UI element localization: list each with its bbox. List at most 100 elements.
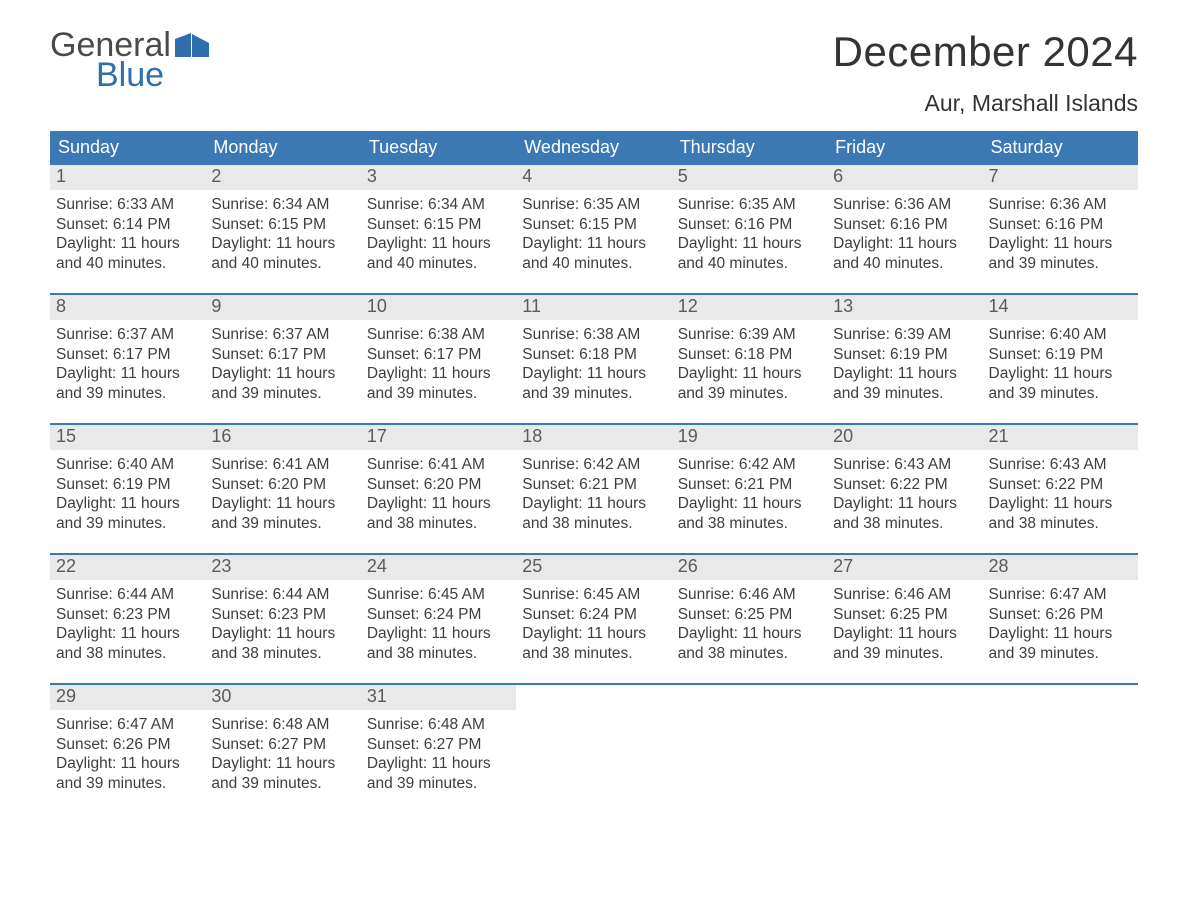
day-number: 11 <box>516 295 671 320</box>
day-sunrise: Sunrise: 6:40 AM <box>989 325 1132 345</box>
day-cell: 11Sunrise: 6:38 AMSunset: 6:18 PMDayligh… <box>516 295 671 423</box>
day-cell <box>516 685 671 813</box>
day-day2: and 39 minutes. <box>367 384 510 404</box>
day-number: 2 <box>205 165 360 190</box>
day-sunrise: Sunrise: 6:44 AM <box>56 585 199 605</box>
day-number: 28 <box>983 555 1138 580</box>
day-details: Sunrise: 6:36 AMSunset: 6:16 PMDaylight:… <box>827 190 982 274</box>
day-details: Sunrise: 6:46 AMSunset: 6:25 PMDaylight:… <box>827 580 982 664</box>
day-details: Sunrise: 6:37 AMSunset: 6:17 PMDaylight:… <box>50 320 205 404</box>
day-number: 27 <box>827 555 982 580</box>
day-details: Sunrise: 6:36 AMSunset: 6:16 PMDaylight:… <box>983 190 1138 274</box>
day-cell: 18Sunrise: 6:42 AMSunset: 6:21 PMDayligh… <box>516 425 671 553</box>
day-cell <box>983 685 1138 813</box>
day-day1: Daylight: 11 hours <box>522 364 665 384</box>
day-cell: 14Sunrise: 6:40 AMSunset: 6:19 PMDayligh… <box>983 295 1138 423</box>
day-number: 22 <box>50 555 205 580</box>
day-sunset: Sunset: 6:25 PM <box>678 605 821 625</box>
day-day1: Daylight: 11 hours <box>833 494 976 514</box>
day-number: 23 <box>205 555 360 580</box>
day-day2: and 38 minutes. <box>833 514 976 534</box>
day-day1: Daylight: 11 hours <box>678 364 821 384</box>
logo-word-blue: Blue <box>96 58 209 92</box>
day-details: Sunrise: 6:41 AMSunset: 6:20 PMDaylight:… <box>361 450 516 534</box>
day-sunrise: Sunrise: 6:40 AM <box>56 455 199 475</box>
day-sunrise: Sunrise: 6:34 AM <box>367 195 510 215</box>
day-cell: 6Sunrise: 6:36 AMSunset: 6:16 PMDaylight… <box>827 165 982 293</box>
day-number: 6 <box>827 165 982 190</box>
day-day2: and 38 minutes. <box>678 644 821 664</box>
day-details: Sunrise: 6:35 AMSunset: 6:16 PMDaylight:… <box>672 190 827 274</box>
day-details: Sunrise: 6:47 AMSunset: 6:26 PMDaylight:… <box>983 580 1138 664</box>
day-day2: and 39 minutes. <box>211 384 354 404</box>
day-cell <box>672 685 827 813</box>
day-day2: and 39 minutes. <box>989 384 1132 404</box>
day-day2: and 38 minutes. <box>367 514 510 534</box>
day-day1: Daylight: 11 hours <box>522 234 665 254</box>
day-sunrise: Sunrise: 6:48 AM <box>367 715 510 735</box>
day-sunrise: Sunrise: 6:47 AM <box>989 585 1132 605</box>
dow-monday: Monday <box>205 131 360 165</box>
day-sunset: Sunset: 6:23 PM <box>56 605 199 625</box>
day-sunset: Sunset: 6:27 PM <box>367 735 510 755</box>
day-day1: Daylight: 11 hours <box>989 624 1132 644</box>
day-details: Sunrise: 6:39 AMSunset: 6:18 PMDaylight:… <box>672 320 827 404</box>
dow-wednesday: Wednesday <box>516 131 671 165</box>
day-sunset: Sunset: 6:18 PM <box>522 345 665 365</box>
day-number: 7 <box>983 165 1138 190</box>
day-sunset: Sunset: 6:23 PM <box>211 605 354 625</box>
day-number: 17 <box>361 425 516 450</box>
day-day1: Daylight: 11 hours <box>678 494 821 514</box>
week-row: 29Sunrise: 6:47 AMSunset: 6:26 PMDayligh… <box>50 683 1138 813</box>
day-day2: and 39 minutes. <box>678 384 821 404</box>
day-day2: and 38 minutes. <box>989 514 1132 534</box>
day-sunrise: Sunrise: 6:43 AM <box>989 455 1132 475</box>
day-cell: 3Sunrise: 6:34 AMSunset: 6:15 PMDaylight… <box>361 165 516 293</box>
day-cell: 12Sunrise: 6:39 AMSunset: 6:18 PMDayligh… <box>672 295 827 423</box>
day-day2: and 39 minutes. <box>989 644 1132 664</box>
day-day1: Daylight: 11 hours <box>56 754 199 774</box>
day-sunset: Sunset: 6:15 PM <box>211 215 354 235</box>
day-sunset: Sunset: 6:15 PM <box>522 215 665 235</box>
day-number: 18 <box>516 425 671 450</box>
day-details: Sunrise: 6:47 AMSunset: 6:26 PMDaylight:… <box>50 710 205 794</box>
day-day2: and 39 minutes. <box>211 774 354 794</box>
day-sunset: Sunset: 6:26 PM <box>56 735 199 755</box>
day-details: Sunrise: 6:48 AMSunset: 6:27 PMDaylight:… <box>205 710 360 794</box>
day-cell: 25Sunrise: 6:45 AMSunset: 6:24 PMDayligh… <box>516 555 671 683</box>
day-number: 10 <box>361 295 516 320</box>
day-day1: Daylight: 11 hours <box>367 754 510 774</box>
day-number: 25 <box>516 555 671 580</box>
day-cell: 5Sunrise: 6:35 AMSunset: 6:16 PMDaylight… <box>672 165 827 293</box>
day-cell: 4Sunrise: 6:35 AMSunset: 6:15 PMDaylight… <box>516 165 671 293</box>
day-sunset: Sunset: 6:18 PM <box>678 345 821 365</box>
day-sunrise: Sunrise: 6:41 AM <box>211 455 354 475</box>
header: General Blue December 2024 Aur, Marshall… <box>50 28 1138 117</box>
day-cell: 15Sunrise: 6:40 AMSunset: 6:19 PMDayligh… <box>50 425 205 553</box>
day-day2: and 38 minutes. <box>678 514 821 534</box>
day-day1: Daylight: 11 hours <box>989 234 1132 254</box>
day-day1: Daylight: 11 hours <box>211 364 354 384</box>
day-cell: 30Sunrise: 6:48 AMSunset: 6:27 PMDayligh… <box>205 685 360 813</box>
dow-thursday: Thursday <box>672 131 827 165</box>
day-day1: Daylight: 11 hours <box>56 364 199 384</box>
day-sunrise: Sunrise: 6:43 AM <box>833 455 976 475</box>
day-day2: and 38 minutes. <box>56 644 199 664</box>
day-day2: and 40 minutes. <box>678 254 821 274</box>
day-cell: 26Sunrise: 6:46 AMSunset: 6:25 PMDayligh… <box>672 555 827 683</box>
day-details: Sunrise: 6:44 AMSunset: 6:23 PMDaylight:… <box>205 580 360 664</box>
day-cell: 13Sunrise: 6:39 AMSunset: 6:19 PMDayligh… <box>827 295 982 423</box>
day-day2: and 38 minutes. <box>367 644 510 664</box>
day-cell: 7Sunrise: 6:36 AMSunset: 6:16 PMDaylight… <box>983 165 1138 293</box>
day-day1: Daylight: 11 hours <box>678 234 821 254</box>
day-day1: Daylight: 11 hours <box>211 754 354 774</box>
day-sunrise: Sunrise: 6:47 AM <box>56 715 199 735</box>
dow-sunday: Sunday <box>50 131 205 165</box>
day-sunset: Sunset: 6:22 PM <box>833 475 976 495</box>
day-day2: and 40 minutes. <box>367 254 510 274</box>
day-day2: and 40 minutes. <box>56 254 199 274</box>
day-sunrise: Sunrise: 6:46 AM <box>833 585 976 605</box>
day-sunrise: Sunrise: 6:39 AM <box>678 325 821 345</box>
day-sunset: Sunset: 6:20 PM <box>211 475 354 495</box>
day-sunrise: Sunrise: 6:37 AM <box>211 325 354 345</box>
